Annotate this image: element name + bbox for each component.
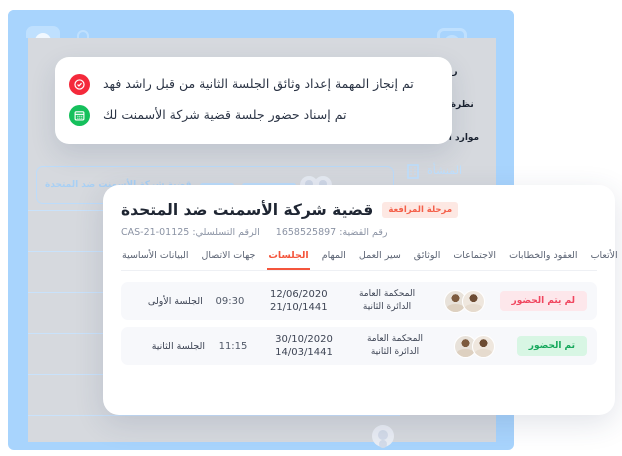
- session-dates: 12/06/2020 21/10/1441: [257, 288, 340, 315]
- check-circle-icon: [69, 74, 90, 95]
- session-date-hijri: 21/10/1441: [269, 302, 328, 313]
- case-number-label: رقم القضية:: [339, 227, 388, 238]
- avatar-group[interactable]: [434, 289, 500, 313]
- session-status: تم الحضور: [511, 336, 587, 356]
- case-header: قضية شركة الأسمنت ضد المتحدة مرحلة المرا…: [121, 201, 597, 219]
- sidebar-item-label: المنشأة: [427, 164, 463, 177]
- court-circuit: الدائرة الثانية: [362, 302, 412, 312]
- status-badge: تم الحضور: [516, 336, 587, 356]
- court-name: المحكمة العامة: [366, 334, 424, 345]
- notification-text: تم إنجاز المهمة إعداد وثائق الجلسة الثان…: [103, 76, 414, 92]
- table-row[interactable]: الجلسة الأولى 09:30 12/06/2020 21/10/144…: [121, 282, 597, 320]
- tab-meetings[interactable]: الاجتماعات: [453, 250, 497, 261]
- notification-popup: تم إنجاز المهمة إعداد وثائق الجلسة الثان…: [55, 57, 452, 144]
- case-detail-card: قضية شركة الأسمنت ضد المتحدة مرحلة المرا…: [103, 185, 618, 415]
- tab-sessions[interactable]: الجلسات: [267, 250, 310, 270]
- notification-text: تم إسناد حضور جلسة قضية شركة الأسمنت لك: [103, 107, 347, 123]
- court-name: المحكمة العامة: [358, 289, 416, 300]
- list-item[interactable]: [28, 415, 400, 450]
- avatar: [461, 289, 485, 313]
- notification-item[interactable]: تم إسناد حضور جلسة قضية شركة الأسمنت لك: [69, 100, 438, 131]
- session-time: 09:30: [215, 295, 245, 307]
- background-topbar: [8, 10, 514, 38]
- tab-contacts[interactable]: جهات الاتصال: [201, 250, 256, 261]
- serial-value: CAS-21-01125: [121, 227, 190, 238]
- session-date-hijri: 14/03/1441: [275, 347, 333, 358]
- session-date-gregorian: 12/06/2020: [269, 288, 328, 300]
- avatar: [472, 334, 495, 358]
- tab-workflow[interactable]: سير العمل: [358, 250, 401, 261]
- tab-basic-data[interactable]: البيانات الأساسية: [122, 250, 189, 261]
- serial-label: الرقم التسلسلي:: [192, 227, 260, 238]
- status-badge: لم يتم الحضور: [499, 291, 588, 311]
- page-title: قضية شركة الأسمنت ضد المتحدة: [121, 201, 374, 219]
- session-court: المحكمة العامة الدائرة الثانية: [340, 288, 433, 313]
- calendar-icon: [69, 105, 90, 126]
- court-circuit: الدائرة الثانية: [370, 347, 420, 357]
- sessions-table: الجلسة الأولى 09:30 12/06/2020 21/10/144…: [121, 282, 597, 365]
- avatar-group[interactable]: [443, 334, 511, 358]
- session-name: الجلسة الأولى: [147, 295, 203, 307]
- notification-item[interactable]: تم إنجاز المهمة إعداد وثائق الجلسة الثان…: [69, 69, 438, 100]
- table-row[interactable]: الجلسة الثانية 11:15 30/10/2020 14/03/14…: [121, 327, 597, 365]
- serial-number: الرقم التسلسلي: CAS-21-01125: [121, 227, 260, 238]
- sidebar-item-label: موارد البشر: [427, 132, 480, 143]
- sidebar-item-facility[interactable]: المنشأة: [406, 163, 488, 179]
- case-number-value: 1658525897: [275, 227, 337, 238]
- session-status: لم يتم الحضور: [499, 291, 588, 311]
- session-date-gregorian: 30/10/2020: [275, 333, 333, 345]
- tab-documents[interactable]: الوثائق: [413, 250, 441, 261]
- session-name: الجلسة الثانية: [151, 340, 205, 352]
- avatar: [443, 289, 467, 313]
- status-badge: مرحلة المرافعة: [382, 202, 459, 218]
- session-court: المحكمة العامة الدائرة الثانية: [347, 333, 443, 358]
- tab-contracts-letters[interactable]: العقود والخطابات: [509, 250, 578, 261]
- case-number: رقم القضية: 1658525897: [276, 227, 388, 238]
- tab-tasks[interactable]: المهام: [321, 250, 346, 261]
- building-icon: [406, 163, 421, 179]
- session-time: 11:15: [218, 340, 248, 352]
- session-dates: 30/10/2020 14/03/1441: [261, 333, 347, 360]
- case-meta: الرقم التسلسلي: CAS-21-01125 رقم القضية:…: [121, 227, 597, 238]
- avatar: [372, 425, 394, 447]
- tab-fees[interactable]: الأتعاب: [590, 250, 618, 261]
- tab-bar: البيانات الأساسية جهات الاتصال الجلسات ا…: [121, 250, 618, 271]
